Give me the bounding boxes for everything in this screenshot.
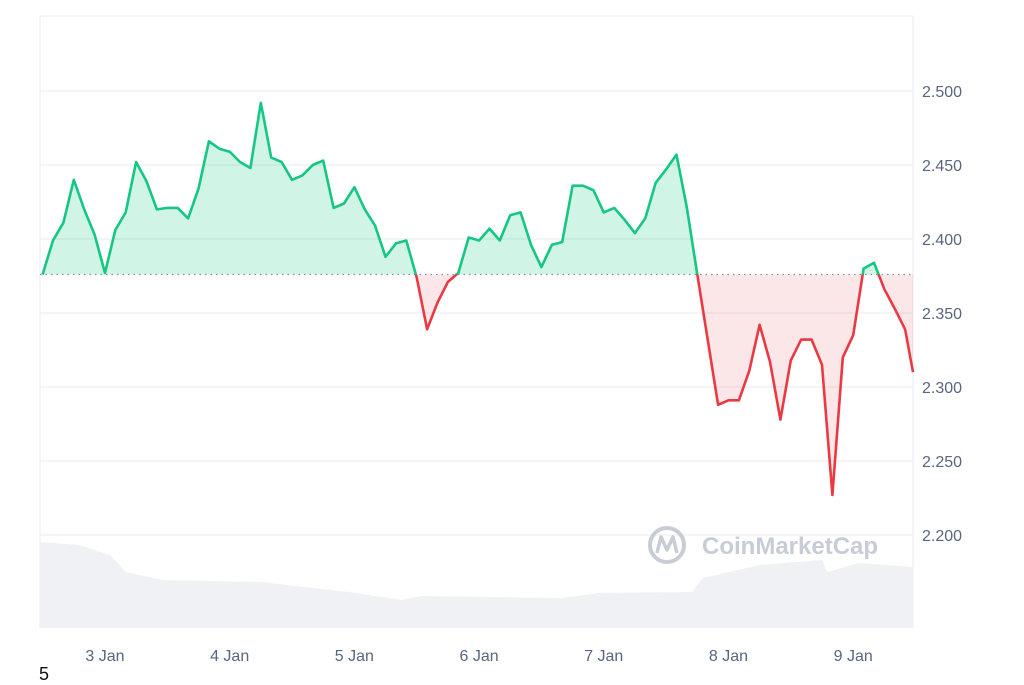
x-tick-label: 9 Jan [834, 648, 873, 665]
x-tick-label: 3 Jan [85, 648, 124, 665]
price-area-group [40, 103, 913, 495]
x-tick-label: 7 Jan [584, 648, 623, 665]
watermark: CoinMarketCap [650, 528, 878, 562]
y-tick-label: 2.250 [922, 454, 962, 471]
y-tick-label: 2.300 [922, 380, 962, 397]
price-area-down [43, 103, 913, 495]
x-tick-label: 8 Jan [709, 648, 748, 665]
x-tick-label: 4 Jan [210, 648, 249, 665]
y-tick-label: 2.200 [922, 528, 962, 545]
watermark-text: CoinMarketCap [702, 533, 878, 560]
y-tick-label: 2.400 [922, 232, 962, 249]
y-tick-label: 2.350 [922, 306, 962, 323]
x-tick-label: 6 Jan [459, 648, 498, 665]
y-tick-label: 2.500 [922, 84, 962, 101]
coinmarketcap-logo-mark [657, 537, 677, 553]
coinmarketcap-logo-icon [650, 528, 684, 562]
x-tick-label: 5 Jan [335, 648, 374, 665]
x-axis: 3 Jan 4 Jan 5 Jan 6 Jan 7 Jan 8 Jan 9 Jan [85, 648, 872, 665]
y-tick-label: 2.450 [922, 158, 962, 175]
y-axis: 2.200 2.250 2.300 2.350 2.400 2.450 2.500 [922, 84, 962, 545]
footnote: 5 [39, 664, 49, 685]
